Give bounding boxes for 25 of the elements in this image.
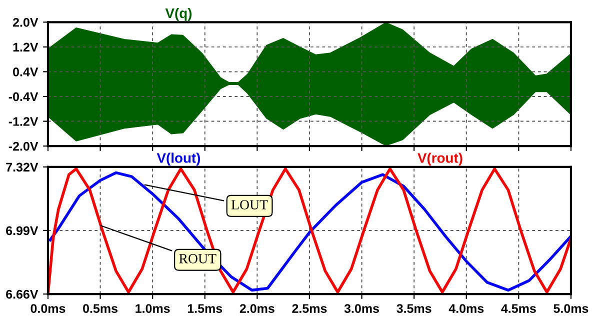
- y-tick-label: 7.32V: [6, 162, 38, 172]
- y-tick-label: -2.0V: [8, 142, 38, 151]
- annotation: LOUT: [231, 200, 268, 210]
- x-tick-label: 2.5ms: [292, 304, 327, 313]
- x-tick-label: 2.0ms: [240, 304, 274, 313]
- x-tick-label: 4.0ms: [448, 304, 484, 313]
- x-tick-label: 0.0ms: [30, 304, 66, 313]
- x-tick-label: 4.5ms: [501, 304, 536, 313]
- y-tick-label: 6.99V: [6, 226, 38, 236]
- x-tick-label: 5.0ms: [554, 304, 588, 313]
- y-tick-label: -0.4V: [8, 92, 38, 102]
- y-tick-label: -1.2V: [8, 117, 38, 126]
- y-tick-label: 0.4V: [13, 68, 38, 76]
- x-tick-label: 3.0ms: [344, 304, 379, 313]
- series-label: V(rout): [418, 152, 462, 166]
- y-tick-label: 2.0V: [12, 18, 38, 27]
- x-tick-label: 1.0ms: [136, 304, 170, 313]
- series-label: V(lout): [156, 152, 200, 166]
- y-tick-label: 6.66V: [6, 290, 38, 299]
- x-tick-label: 0.5ms: [83, 304, 118, 313]
- series-label: V(q): [165, 8, 192, 21]
- y-tick-label: 1.2V: [13, 42, 38, 52]
- x-tick-label: 1.5ms: [188, 304, 222, 313]
- annotation: ROUT: [179, 254, 216, 264]
- x-tick-label: 3.5ms: [396, 304, 432, 313]
